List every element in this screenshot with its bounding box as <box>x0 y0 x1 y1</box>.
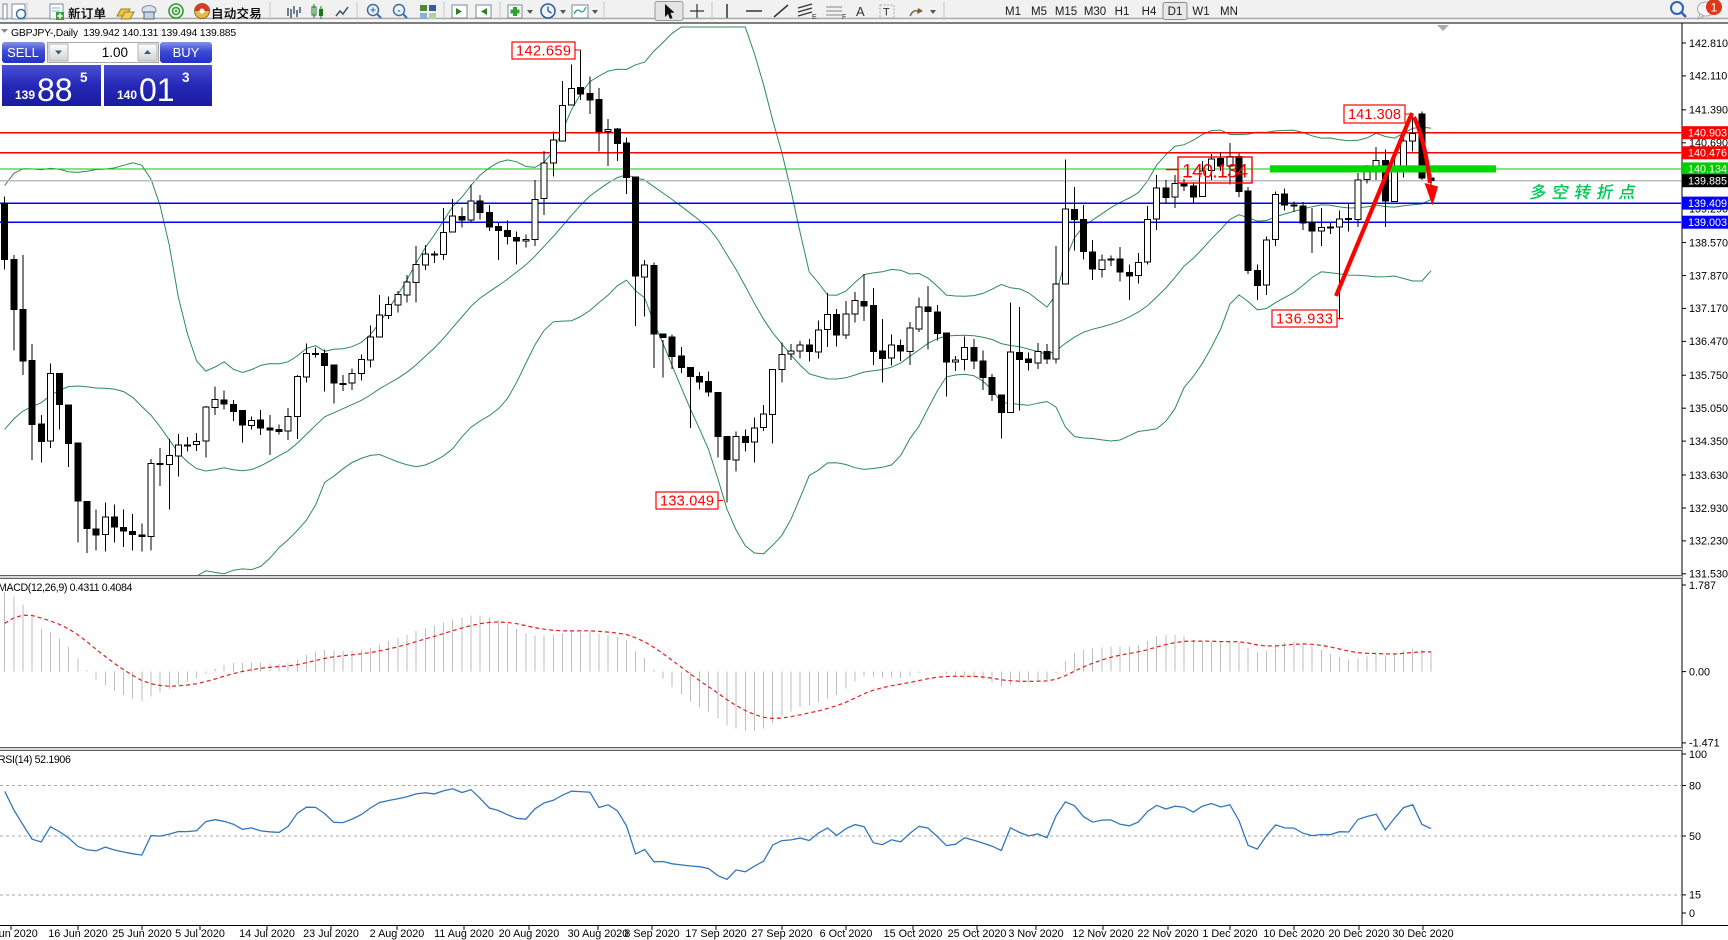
svg-text:3 Nov 2020: 3 Nov 2020 <box>1008 928 1063 940</box>
svg-text:M5: M5 <box>1031 6 1047 18</box>
svg-text:23 Jul 2020: 23 Jul 2020 <box>303 928 359 940</box>
svg-text:1.00: 1.00 <box>102 45 128 60</box>
svg-text:MN: MN <box>1220 6 1238 18</box>
svg-text:25 Jun 2020: 25 Jun 2020 <box>112 928 171 940</box>
svg-text:5: 5 <box>80 70 88 85</box>
svg-text:137.870: 137.870 <box>1689 270 1728 282</box>
svg-text:GBPJPY-,Daily 139.942 140.131: GBPJPY-,Daily 139.942 140.131 139.494 13… <box>11 28 236 39</box>
svg-text:88: 88 <box>37 72 73 108</box>
svg-text:138.570: 138.570 <box>1689 237 1728 249</box>
svg-text:1 Dec 2020: 1 Dec 2020 <box>1202 928 1257 940</box>
svg-text:141.308: 141.308 <box>1348 107 1401 123</box>
svg-text:12 Nov 2020: 12 Nov 2020 <box>1072 928 1133 940</box>
svg-text:RSI(14) 52.1906: RSI(14) 52.1906 <box>0 754 71 766</box>
svg-text:132.930: 132.930 <box>1689 503 1728 515</box>
svg-text:139: 139 <box>15 88 35 102</box>
svg-text:11 Aug 2020: 11 Aug 2020 <box>434 928 494 940</box>
svg-text:22 Nov 2020: 22 Nov 2020 <box>1137 928 1198 940</box>
svg-text:136.470: 136.470 <box>1689 336 1728 348</box>
svg-text:142.110: 142.110 <box>1689 71 1727 83</box>
svg-text:135.750: 135.750 <box>1689 370 1728 382</box>
svg-text:16 Jun 2020: 16 Jun 2020 <box>48 928 107 940</box>
svg-text:17 Sep 2020: 17 Sep 2020 <box>685 928 746 940</box>
svg-text:8 Jun 2020: 8 Jun 2020 <box>0 928 38 940</box>
svg-text:M15: M15 <box>1055 6 1077 18</box>
svg-text:+: + <box>370 6 376 17</box>
svg-text:142.659: 142.659 <box>516 44 571 60</box>
svg-text:0: 0 <box>1689 908 1695 920</box>
svg-text:3: 3 <box>182 70 190 85</box>
svg-text:E: E <box>812 14 817 21</box>
svg-text:1.787: 1.787 <box>1689 580 1716 592</box>
svg-text:-: - <box>397 6 400 17</box>
svg-text:140.134: 140.134 <box>1182 161 1248 183</box>
svg-text:T: T <box>883 7 890 19</box>
svg-text:5 Jul 2020: 5 Jul 2020 <box>175 928 225 940</box>
svg-text:MACD(12,26,9) 0.4311 0.4084: MACD(12,26,9) 0.4311 0.4084 <box>0 582 133 594</box>
svg-text:139.003: 139.003 <box>1688 217 1727 229</box>
svg-text:6 Oct 2020: 6 Oct 2020 <box>820 928 873 940</box>
svg-text:D1: D1 <box>1168 6 1183 18</box>
svg-text:136.933: 136.933 <box>1276 312 1333 328</box>
svg-text:H1: H1 <box>1115 6 1130 18</box>
svg-text:15: 15 <box>1689 890 1701 902</box>
svg-text:140: 140 <box>117 88 137 102</box>
svg-text:135.050: 135.050 <box>1689 403 1728 415</box>
svg-text:F: F <box>842 14 846 21</box>
svg-text:8 Sep 2020: 8 Sep 2020 <box>624 928 679 940</box>
svg-text:134.350: 134.350 <box>1689 436 1728 448</box>
svg-text:137.170: 137.170 <box>1689 303 1728 315</box>
svg-text:133.049: 133.049 <box>660 494 714 510</box>
svg-text:25 Oct 2020: 25 Oct 2020 <box>948 928 1007 940</box>
svg-text:142.810: 142.810 <box>1689 38 1728 50</box>
svg-text:A: A <box>856 4 865 19</box>
svg-text:141.390: 141.390 <box>1689 105 1728 117</box>
svg-text:1: 1 <box>1711 0 1718 14</box>
svg-text:140.476: 140.476 <box>1688 148 1727 160</box>
svg-text:132.230: 132.230 <box>1689 536 1728 548</box>
svg-text:133.630: 133.630 <box>1689 470 1728 482</box>
svg-text:30 Dec 2020: 30 Dec 2020 <box>1392 928 1453 940</box>
svg-text:01: 01 <box>139 72 175 108</box>
svg-text:BUY: BUY <box>173 45 200 60</box>
svg-text:131.530: 131.530 <box>1689 569 1728 581</box>
svg-text:30 Aug 2020: 30 Aug 2020 <box>568 928 629 940</box>
svg-text:14 Jul 2020: 14 Jul 2020 <box>239 928 295 940</box>
svg-text:0.00: 0.00 <box>1689 666 1710 678</box>
svg-text:100: 100 <box>1689 749 1707 761</box>
svg-text:SELL: SELL <box>7 45 39 60</box>
svg-text:15 Oct 2020: 15 Oct 2020 <box>884 928 943 940</box>
svg-text:M1: M1 <box>1005 6 1021 18</box>
svg-text:-1.471: -1.471 <box>1689 738 1720 750</box>
svg-text:139.409: 139.409 <box>1688 198 1727 210</box>
svg-text:10 Dec 2020: 10 Dec 2020 <box>1263 928 1324 940</box>
svg-text:50: 50 <box>1689 831 1701 843</box>
svg-text:W1: W1 <box>1192 6 1209 18</box>
svg-text:27 Sep 2020: 27 Sep 2020 <box>751 928 812 940</box>
svg-text:80: 80 <box>1689 780 1701 792</box>
svg-text:140.903: 140.903 <box>1688 128 1727 140</box>
svg-text:H4: H4 <box>1142 6 1157 18</box>
svg-text:20 Aug 2020: 20 Aug 2020 <box>499 928 560 940</box>
svg-text:139.885: 139.885 <box>1688 176 1727 188</box>
svg-text:M30: M30 <box>1084 6 1106 18</box>
svg-text:2 Aug 2020: 2 Aug 2020 <box>370 928 425 940</box>
svg-text:20 Dec 2020: 20 Dec 2020 <box>1328 928 1389 940</box>
svg-text:140.134: 140.134 <box>1688 164 1727 176</box>
